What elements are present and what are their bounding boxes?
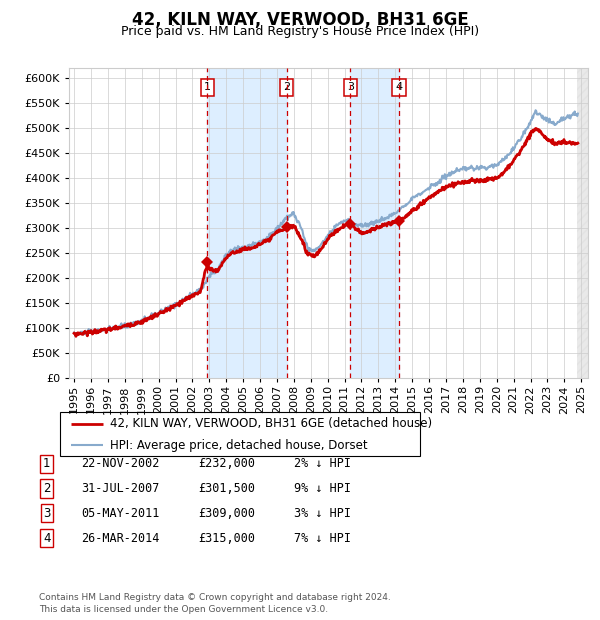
Text: 22-NOV-2002: 22-NOV-2002 <box>81 458 160 470</box>
Text: 42, KILN WAY, VERWOOD, BH31 6GE (detached house): 42, KILN WAY, VERWOOD, BH31 6GE (detache… <box>110 417 433 430</box>
Text: 1: 1 <box>204 82 211 92</box>
Text: 4: 4 <box>43 532 50 544</box>
Text: 2: 2 <box>43 482 50 495</box>
Text: 9% ↓ HPI: 9% ↓ HPI <box>294 482 351 495</box>
Text: 42, KILN WAY, VERWOOD, BH31 6GE: 42, KILN WAY, VERWOOD, BH31 6GE <box>131 11 469 29</box>
Text: 3% ↓ HPI: 3% ↓ HPI <box>294 507 351 520</box>
Text: £309,000: £309,000 <box>198 507 255 520</box>
Text: 2: 2 <box>283 82 290 92</box>
Text: 1: 1 <box>43 458 50 470</box>
Text: 31-JUL-2007: 31-JUL-2007 <box>81 482 160 495</box>
Text: HPI: Average price, detached house, Dorset: HPI: Average price, detached house, Dors… <box>110 439 368 452</box>
Bar <box>208 68 287 378</box>
Text: 26-MAR-2014: 26-MAR-2014 <box>81 532 160 544</box>
Text: 3: 3 <box>43 507 50 520</box>
Text: Price paid vs. HM Land Registry's House Price Index (HPI): Price paid vs. HM Land Registry's House … <box>121 25 479 38</box>
Bar <box>577 68 588 378</box>
Text: £315,000: £315,000 <box>198 532 255 544</box>
Text: £232,000: £232,000 <box>198 458 255 470</box>
Text: 2% ↓ HPI: 2% ↓ HPI <box>294 458 351 470</box>
Text: 4: 4 <box>395 82 403 92</box>
Text: £301,500: £301,500 <box>198 482 255 495</box>
Text: Contains HM Land Registry data © Crown copyright and database right 2024.
This d: Contains HM Land Registry data © Crown c… <box>39 593 391 614</box>
Text: 7% ↓ HPI: 7% ↓ HPI <box>294 532 351 544</box>
Text: 3: 3 <box>347 82 354 92</box>
Text: 05-MAY-2011: 05-MAY-2011 <box>81 507 160 520</box>
Bar <box>350 68 399 378</box>
